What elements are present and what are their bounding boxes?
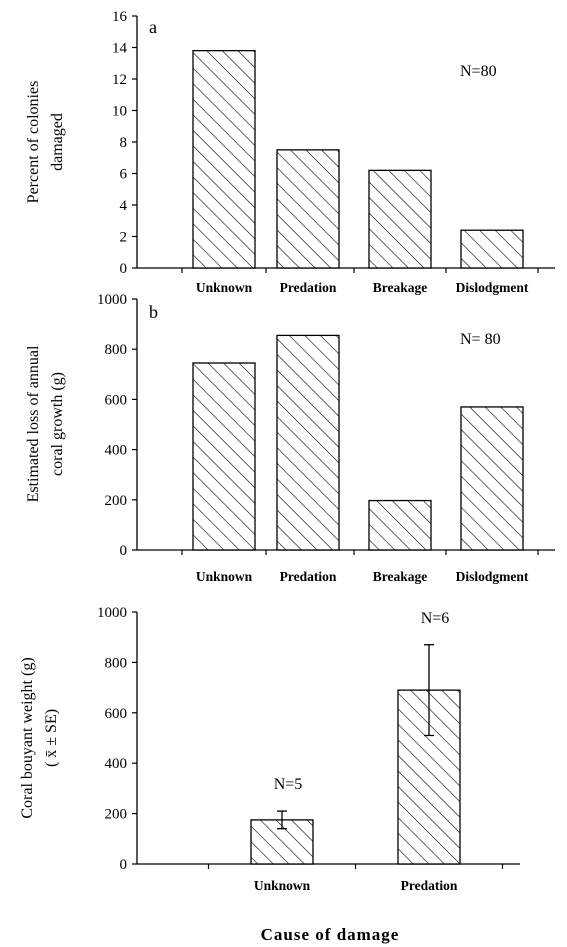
panel-a-x-tick-label: Unknown <box>196 280 253 295</box>
panel-a-x-tick-label: Breakage <box>373 280 428 295</box>
panel-a-y-axis-title-line-2: damaged <box>49 113 66 171</box>
panel-c-x-tick-label: Predation <box>401 878 458 893</box>
panel-a-y-tick-label: 2 <box>120 230 128 246</box>
panel-b-label: b <box>149 302 158 322</box>
panel-b-bar-breakage <box>368 499 432 551</box>
panel-b-y-tick-label: 0 <box>120 543 128 559</box>
panel-a-bar-breakage <box>368 169 432 269</box>
panel-a-label: a <box>149 17 157 37</box>
panel-a-y-tick-label: 0 <box>120 261 128 277</box>
panel-a-y-tick-label: 6 <box>120 167 128 183</box>
panel-a-y-tick-label: 8 <box>120 135 128 151</box>
panel-b-y-axis-title-line-2: coral growth (g) <box>49 372 66 476</box>
panel-a-sample-size: N=80 <box>460 63 497 80</box>
panel-a-x-tick-label: Predation <box>280 280 337 295</box>
panel-c-bar-sample-size: N=5 <box>274 776 303 793</box>
panel-b-x-tick-label: Breakage <box>373 569 428 584</box>
panel-b-bar-dislodgment <box>460 406 524 551</box>
panel-b-y-axis-title: Estimated loss of annual coral growth (g… <box>25 345 66 502</box>
panel-a-y-tick-label: 16 <box>112 9 128 25</box>
panel-c-y-tick-label: 200 <box>105 807 128 823</box>
panel-b-y-tick-label: 200 <box>105 493 128 509</box>
panel-c-y-tick-label: 0 <box>120 857 128 873</box>
panel-c-bar-sample-size: N=6 <box>421 610 450 627</box>
panel-b-bar-unknown <box>192 362 256 551</box>
panel-c-y-tick-label: 800 <box>105 655 128 671</box>
panel-b-y-tick-label: 600 <box>105 392 128 408</box>
panel-a-x-tick-label: Dislodgment <box>456 280 529 295</box>
panel-b: b N= 80 Estimated loss of annual coral g… <box>25 292 555 584</box>
panel-b-x-tick-label: Unknown <box>196 569 253 584</box>
panel-b-bar-predation <box>276 334 340 551</box>
panel-c-y-tick-label: 600 <box>105 706 128 722</box>
panel-b-y-tick-label: 400 <box>105 443 128 459</box>
panel-a-y-tick-label: 10 <box>112 104 127 120</box>
panel-c: Coral bouyant weight (g) ( x̄ ± SE) Caus… <box>19 605 520 944</box>
panel-c-y-axis-title-line-2: ( x̄ ± SE) <box>43 709 60 767</box>
panel-c-y-tick-label: 400 <box>105 756 128 772</box>
panel-c-x-tick-label: Unknown <box>254 878 311 893</box>
panel-a-bar-dislodgment <box>460 229 524 269</box>
x-axis-title: Cause of damage <box>261 925 400 944</box>
panel-a-y-tick-label: 4 <box>120 198 128 214</box>
panel-a-y-tick-label: 14 <box>112 41 128 57</box>
panel-a-y-axis-title: Percent of colonies damaged <box>25 81 66 204</box>
panel-a-y-axis-title-line-1: Percent of colonies <box>25 81 42 204</box>
panel-a-y-tick-label: 12 <box>112 72 127 88</box>
panel-a: a N=80 Percent of colonies damaged 0 2 4 6 8… <box>25 9 555 295</box>
panel-b-x-tick-label: Predation <box>280 569 337 584</box>
panel-c-y-axis-title: Coral bouyant weight (g) ( x̄ ± SE) <box>19 657 60 818</box>
panel-b-sample-size: N= 80 <box>460 331 501 348</box>
panel-b-x-tick-label: Dislodgment <box>456 569 529 584</box>
panel-a-bar-predation <box>276 149 340 269</box>
panel-a-bar-unknown <box>192 50 256 269</box>
panel-b-y-tick-label: 800 <box>105 342 128 358</box>
panel-b-y-tick-label: 1000 <box>97 292 127 308</box>
panel-c-y-tick-label: 1000 <box>97 605 127 621</box>
panel-c-y-axis-title-line-1: Coral bouyant weight (g) <box>19 657 36 818</box>
panel-b-y-axis-title-line-1: Estimated loss of annual <box>25 345 42 502</box>
